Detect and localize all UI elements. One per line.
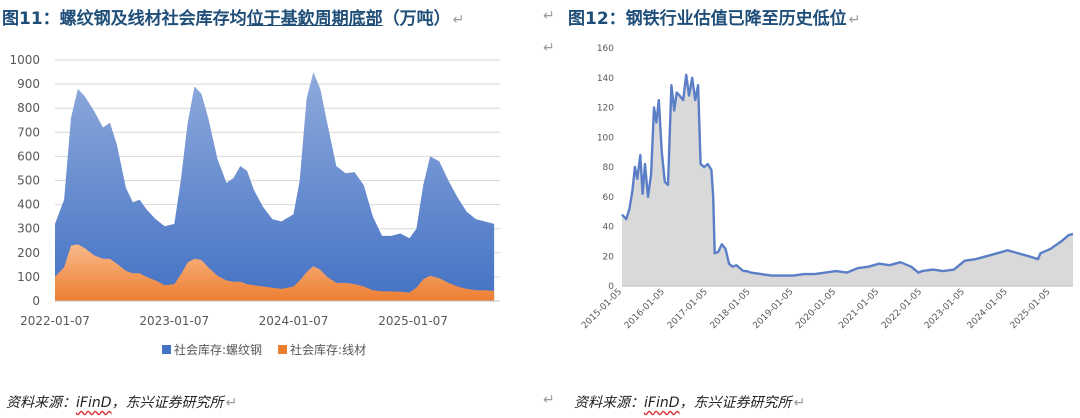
x-tick-label: 2023-01-07 [139,314,209,328]
y-tick-label: 140 [597,74,614,84]
y-tick-label: 700 [17,125,40,139]
left-chart-title: 图11：螺纹钢及线材社会库存均位于基欽周期底部（万吨） ↵ [2,4,464,29]
y-tick-label: 120 [597,104,614,114]
legend-swatch-rebar [162,345,171,354]
pb-line [621,73,1074,277]
right-source-prefix: 资料来源： [574,395,644,411]
x-tick-label: 2018-01-05 [709,287,753,331]
right-source-note: 资料来源：iFinD，东兴证券研究所 ↵ [574,392,805,412]
y-tick-label: 100 [597,133,614,143]
x-tick-label: 2015-01-05 [580,287,624,331]
y-tick-label: 20 [603,252,615,262]
y-tick-label: 100 [17,270,40,284]
y-tick-label: 900 [17,77,40,91]
y-tick-label: 300 [17,222,40,236]
x-tick-label: 2022-01-05 [880,287,924,331]
y-tick-label: 40 [603,223,615,233]
x-tick-label: 2016-01-05 [623,287,667,331]
left-title-part3: （万吨） [382,9,451,29]
left-source-suffix: ，东兴证券研究所 [111,395,224,411]
return-mark-icon: ↵ [543,8,555,24]
right-source-suffix: ，东兴证券研究所 [679,395,792,411]
left-chart-legend: 社会库存:螺纹钢 社会库存:线材 [162,341,366,358]
x-tick-label: 2025-01-05 [1009,287,1053,331]
return-mark-icon: ↵ [848,12,861,28]
wire-area [55,244,495,301]
return-mark-icon: ↵ [452,12,465,28]
y-tick-label: 600 [17,149,40,163]
legend-label-wire: 社会库存:线材 [290,343,367,357]
y-tick-label: 160 [597,44,614,54]
return-mark-icon: ↵ [543,392,555,408]
x-tick-label: 2021-01-05 [837,287,881,331]
y-tick-label: 800 [17,101,40,115]
left-source-ifind: iFinD [76,395,112,411]
y-tick-label: 400 [17,198,40,212]
return-mark-icon: ↵ [543,40,555,56]
x-tick-label: 2022-01-07 [20,314,90,328]
y-tick-label: 200 [17,246,40,260]
x-tick-label: 2019-01-05 [751,287,795,331]
y-tick-label: 500 [17,174,40,188]
x-tick-label: 2017-01-05 [666,287,710,331]
inventory-area-chart: 0 100 200 300 400 500 600 700 800 900 1000 2022-01-… [9,53,500,328]
legend-swatch-wire [278,345,288,354]
x-tick-label: 2025-01-07 [378,314,448,328]
left-title-part2: 位于基欽周期底部 [246,9,383,29]
return-mark-icon: ↵ [225,395,238,411]
x-tick-label: 2024-01-05 [966,287,1010,331]
left-title-part1: 图11：螺纹钢及线材社会库存均 [2,9,247,29]
y-tick-label: 0 [32,294,40,308]
y-tick-label: 60 [603,193,615,203]
right-chart-title: 图12：钢铁行业估值已降至历史低位 ↵ [568,4,860,29]
y-tick-label: 80 [603,163,615,173]
right-source-ifind: iFinD [644,395,680,411]
legend-item-wire: 社会库存:线材 [278,341,366,358]
y-tick-label: 0 [608,282,614,292]
pb-valuation-chart: 0 20 40 60 80 100 120 140 160 2015-01-052016-01-0… [580,44,1074,331]
left-source-note: 资料来源：iFinD，东兴证券研究所 ↵ [6,392,237,412]
pb-area-fill [622,74,1073,286]
x-tick-label: 2024-01-07 [259,314,329,328]
left-source-prefix: 资料来源： [6,395,76,411]
legend-label-rebar: 社会库存:螺纹钢 [174,343,263,357]
x-tick-label: 2020-01-05 [794,287,838,331]
rebar-area [55,72,495,301]
x-tick-label: 2023-01-05 [923,287,967,331]
return-mark-icon: ↵ [793,395,806,411]
right-title-text: 图12：钢铁行业估值已降至历史低位 [568,9,847,29]
y-tick-label: 1000 [9,53,40,67]
legend-item-rebar: 社会库存:螺纹钢 [162,341,262,358]
